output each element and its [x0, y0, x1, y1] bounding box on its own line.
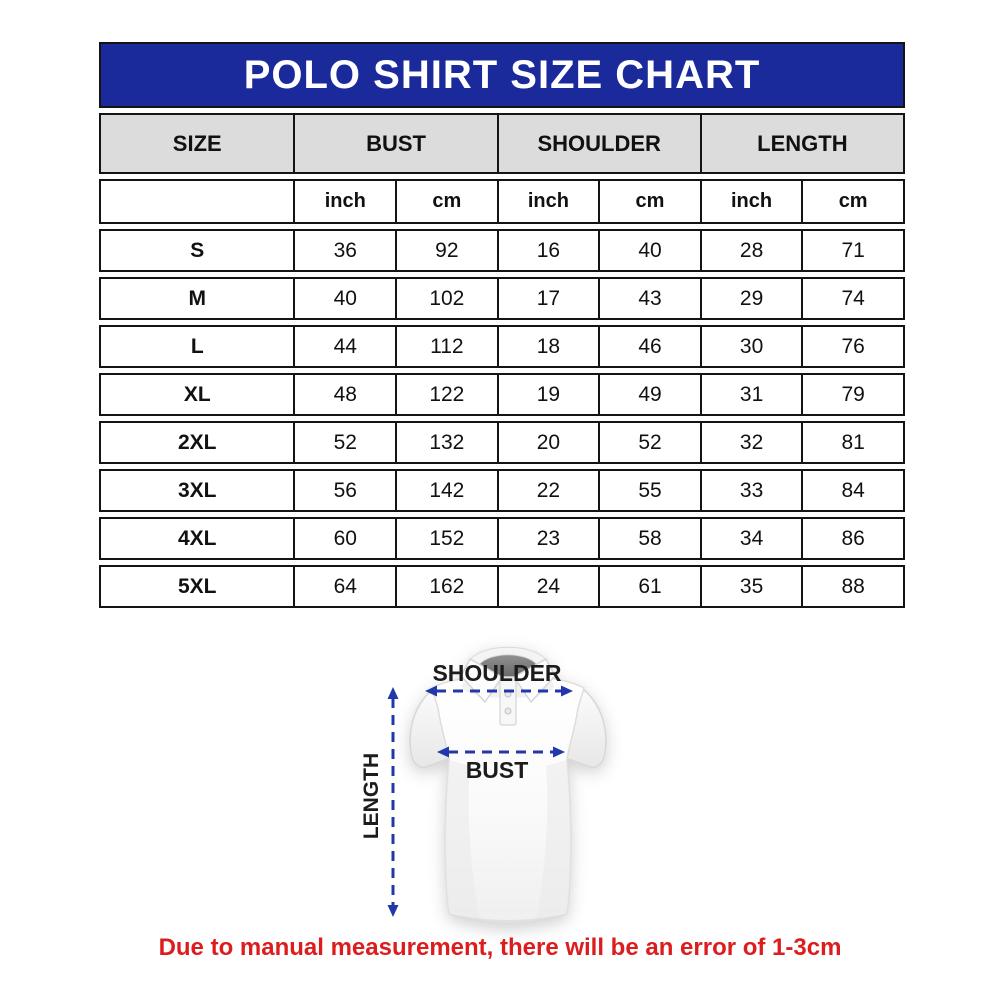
measurement-cell: 40	[598, 231, 700, 270]
size-cell: 4XL	[177, 526, 217, 550]
size-cell: 5XL	[177, 574, 217, 598]
measurement-cell: 92	[395, 231, 497, 270]
measurement-cell: 48	[293, 375, 395, 414]
measurement-cell: 52	[598, 423, 700, 462]
size-cell: S	[190, 238, 205, 262]
unit-header-length-inch: inch	[699, 181, 802, 222]
measurement-cell: 142	[395, 471, 497, 510]
size-cell: M	[188, 286, 206, 310]
table-row: XL 48 122 19 49 31 79	[99, 373, 905, 416]
measurement-cell: 30	[699, 327, 802, 366]
measurement-cell: 79	[801, 375, 903, 414]
measurement-cell: 102	[395, 279, 497, 318]
measurement-cell: 60	[293, 519, 395, 558]
measurement-diagram: SHOULDER BUST LENGTH	[340, 640, 680, 940]
unit-header-length-cm: cm	[801, 181, 903, 222]
table-row: L 44 112 18 46 30 76	[99, 325, 905, 368]
size-cell: 2XL	[177, 430, 217, 454]
measurement-cell: 46	[598, 327, 700, 366]
bust-label: BUST	[465, 757, 529, 783]
measurement-cell: 40	[293, 279, 395, 318]
measurement-cell: 22	[496, 471, 599, 510]
size-cell: L	[190, 334, 204, 358]
measurement-cell: 88	[801, 567, 903, 606]
measurement-cell: 36	[293, 231, 395, 270]
measurement-cell: 76	[801, 327, 903, 366]
unit-header-bust-inch: inch	[293, 181, 395, 222]
measurement-cell: 29	[699, 279, 802, 318]
measurement-cell: 81	[801, 423, 903, 462]
length-arrow	[387, 687, 399, 917]
measurement-cell: 19	[496, 375, 599, 414]
measurement-cell: 52	[293, 423, 395, 462]
column-header-size: SIZE	[101, 115, 294, 172]
column-header-shoulder: SHOULDER	[496, 115, 700, 172]
measurement-cell: 17	[496, 279, 599, 318]
measurement-cell: 112	[395, 327, 497, 366]
size-cell: 3XL	[177, 478, 217, 502]
measurement-cell: 35	[699, 567, 802, 606]
measurement-cell: 24	[496, 567, 599, 606]
measurement-cell: 152	[395, 519, 497, 558]
measurement-cell: 61	[598, 567, 700, 606]
measurement-cell: 64	[293, 567, 395, 606]
measurement-cell: 49	[598, 375, 700, 414]
measurement-cell: 74	[801, 279, 903, 318]
table-row: 3XL 56 142 22 55 33 84	[99, 469, 905, 512]
table-row: 4XL 60 152 23 58 34 86	[99, 517, 905, 560]
chart-title: POLO SHIRT SIZE CHART	[243, 52, 761, 97]
unit-header-shoulder-cm: cm	[598, 181, 700, 222]
measurement-cell: 71	[801, 231, 903, 270]
table-row: S 36 92 16 40 28 71	[99, 229, 905, 272]
column-header-length: LENGTH	[699, 115, 903, 172]
measurement-cell: 18	[496, 327, 599, 366]
measurement-cell: 20	[496, 423, 599, 462]
measurement-cell: 122	[395, 375, 497, 414]
measurement-cell: 34	[699, 519, 802, 558]
measurement-cell: 16	[496, 231, 599, 270]
polo-shirt-illustration	[409, 646, 607, 925]
column-group-header-row: SIZE BUST SHOULDER LENGTH	[99, 113, 905, 174]
measurement-disclaimer: Due to manual measurement, there will be…	[158, 934, 842, 961]
unit-header-empty	[101, 181, 293, 222]
shoulder-label: SHOULDER	[432, 660, 562, 686]
length-label: LENGTH	[360, 752, 383, 840]
table-body: S 36 92 16 40 28 71 M 40 102 17 43 29 74 L 44 112 18 46 30 7…	[99, 229, 905, 608]
size-chart-table: POLO SHIRT SIZE CHART SIZE BUST SHOULDER…	[99, 42, 905, 608]
measurement-cell: 132	[395, 423, 497, 462]
measurement-cell: 56	[293, 471, 395, 510]
unit-header-row: inch cm inch cm inch cm	[99, 179, 905, 224]
table-row: 2XL 52 132 20 52 32 81	[99, 421, 905, 464]
bust-arrow	[437, 746, 565, 758]
measurement-cell: 33	[699, 471, 802, 510]
chart-title-bar: POLO SHIRT SIZE CHART	[99, 42, 905, 108]
measurement-cell: 86	[801, 519, 903, 558]
measurement-cell: 31	[699, 375, 802, 414]
size-cell: XL	[183, 382, 211, 406]
measurement-cell: 55	[598, 471, 700, 510]
measurement-cell: 44	[293, 327, 395, 366]
measurement-cell: 162	[395, 567, 497, 606]
measurement-cell: 84	[801, 471, 903, 510]
column-header-bust: BUST	[293, 115, 497, 172]
measurement-cell: 58	[598, 519, 700, 558]
measurement-cell: 43	[598, 279, 700, 318]
unit-header-bust-cm: cm	[395, 181, 497, 222]
measurement-cell: 28	[699, 231, 802, 270]
table-row: 5XL 64 162 24 61 35 88	[99, 565, 905, 608]
measurement-cell: 23	[496, 519, 599, 558]
shoulder-arrow	[425, 685, 573, 697]
unit-header-shoulder-inch: inch	[496, 181, 599, 222]
table-row: M 40 102 17 43 29 74	[99, 277, 905, 320]
measurement-arrows	[387, 685, 573, 917]
measurement-cell: 32	[699, 423, 802, 462]
